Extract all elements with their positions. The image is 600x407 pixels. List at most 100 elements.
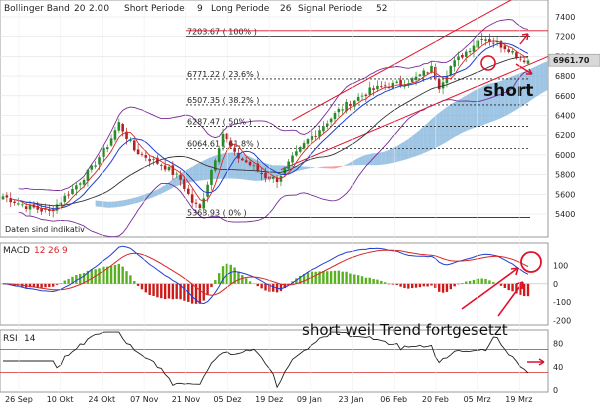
candle-body (461, 54, 464, 58)
cloud-segment (477, 86, 482, 127)
candle-body (252, 165, 256, 167)
cloud-segment (300, 166, 305, 171)
long-period-value: 26 (280, 4, 292, 14)
macd-histogram-bar (503, 283, 507, 288)
candle-body (194, 202, 198, 204)
cloud-segment (242, 153, 247, 180)
macd-histogram-bar (129, 275, 132, 284)
candle-body (86, 169, 90, 181)
cloud-segment (528, 68, 532, 103)
macd-histogram-bar (449, 283, 452, 290)
cloud-segment (358, 156, 363, 166)
cloud-segment (172, 176, 177, 188)
candle-body (117, 122, 121, 131)
cloud-segment (165, 182, 169, 192)
rsi-tick-label: 40 (553, 363, 563, 372)
candle-body (206, 184, 209, 197)
candle-body (499, 40, 503, 48)
macd-histogram-bar (418, 283, 422, 288)
macd-histogram-bar (453, 283, 456, 287)
cloud-segment (543, 61, 548, 93)
macd-histogram-bar (519, 283, 522, 295)
macd-histogram-bar (140, 283, 144, 290)
cloud-segment (311, 166, 316, 168)
cloud-segment (118, 200, 123, 207)
candle-body (468, 50, 472, 53)
date-tick-label: 20 Feb (422, 395, 449, 404)
cloud-segment (134, 196, 139, 204)
candle-body (329, 118, 333, 123)
rsi-line (3, 331, 529, 389)
candle-body (518, 58, 522, 60)
fibonacci-label: 7203.67 ( 100% ) (187, 27, 257, 36)
macd-histogram-bar (410, 283, 414, 289)
ichimoku-cloud (95, 61, 548, 208)
candle-body (437, 79, 441, 90)
macd-histogram-bar (337, 270, 341, 284)
macd-histogram-bar (125, 271, 128, 284)
macd-param-signal: 9 (62, 246, 68, 256)
macd-histogram-bar (75, 275, 78, 284)
cloud-segment (277, 165, 281, 177)
macd-histogram-bar (148, 283, 151, 295)
macd-histogram-bar (98, 268, 101, 284)
macd-histogram-bar (353, 274, 356, 284)
cloud-segment (504, 77, 509, 117)
macd-histogram-bar (237, 271, 240, 284)
macd-histogram-bar (233, 267, 236, 284)
macd-tick-label: -100 (553, 298, 571, 307)
candle-body (298, 146, 302, 152)
candle-body (383, 85, 387, 87)
cloud-segment (334, 166, 339, 169)
candle-body (275, 177, 279, 183)
candle-body (136, 149, 140, 155)
date-x-axis: 26 Sep 10 Okt 24 Okt 07 Nov 21 Nov 05 Dez 19 D… (5, 0, 532, 404)
cloud-segment (114, 200, 119, 208)
candle-body (264, 172, 267, 179)
price-tick-label: 7400 (555, 13, 575, 22)
macd-tick-label: 0 (553, 280, 558, 289)
cloud-segment (103, 201, 108, 208)
macd-histogram-bar (202, 283, 205, 301)
cloud-segment (404, 138, 409, 160)
macd-histogram-bar (40, 283, 43, 288)
cloud-segment (99, 200, 104, 208)
candle-body (190, 194, 194, 203)
cloud-segment (385, 149, 390, 165)
candle-body (229, 140, 233, 147)
macd-histogram-bar (461, 283, 464, 284)
bollinger-period: 20 (74, 4, 86, 14)
macd-histogram-bar (206, 283, 209, 295)
macd-histogram-bar (225, 263, 229, 284)
candle-body (399, 79, 402, 86)
macd-histogram-bar (283, 283, 287, 289)
macd-histogram-bar (333, 270, 337, 284)
macd-histogram-bar (144, 283, 148, 293)
candle-body (121, 124, 124, 132)
cloud-segment (362, 154, 366, 165)
macd-histogram-bar (511, 283, 514, 292)
candle-body (233, 147, 236, 152)
macd-histogram-bar (368, 277, 371, 284)
cloud-segment (234, 152, 239, 179)
candle-body (341, 109, 345, 111)
cloud-segment (435, 112, 440, 149)
cloud-segment (535, 64, 540, 98)
macd-histogram-bar (241, 275, 244, 284)
candle-body (522, 60, 526, 63)
macd-histogram-bar (380, 280, 383, 284)
macd-histogram-bar (133, 280, 136, 284)
candle-body (55, 204, 59, 211)
candle-body (507, 49, 510, 52)
macd-histogram-bar (345, 271, 348, 284)
down-arrow-icon (515, 63, 533, 75)
macd-histogram-bar (515, 283, 518, 294)
cloud-segment (423, 122, 428, 154)
macd-histogram-bar (434, 283, 437, 288)
candle-body (480, 39, 483, 40)
candle-body (113, 130, 117, 140)
candle-body (441, 82, 445, 89)
cloud-segment (230, 152, 235, 179)
candle-body (291, 155, 294, 163)
macd-histogram-bar (287, 283, 290, 285)
